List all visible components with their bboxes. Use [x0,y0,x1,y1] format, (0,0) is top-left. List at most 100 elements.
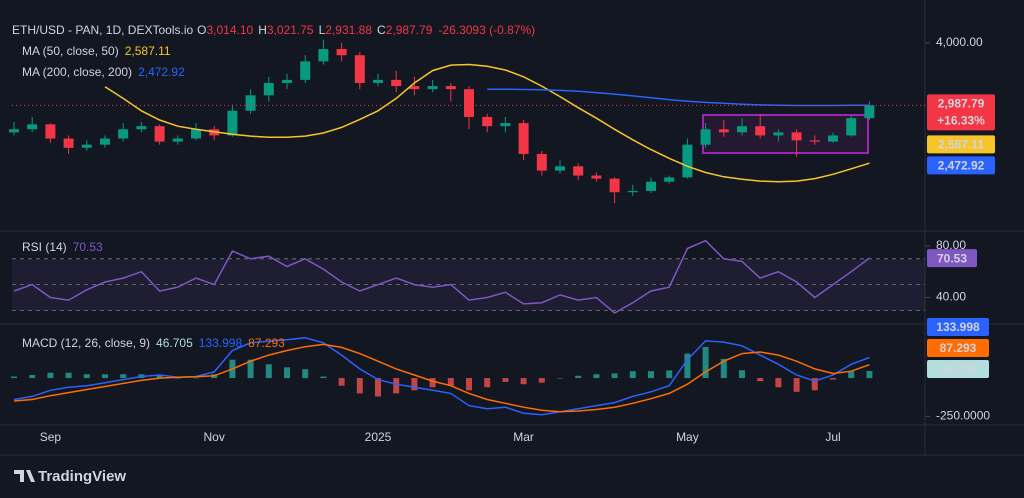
x-tick-label: May [676,430,699,444]
change-label: +16.33% [937,114,985,128]
candle-body [809,140,820,142]
legend-name: MACD (12, 26, close, 9) [22,336,150,350]
histogram-bar [247,359,254,379]
histogram-bar [447,378,454,386]
histogram-bar [629,371,636,379]
histogram-bar [484,378,491,388]
series-line [13,343,870,413]
legend-value: 2,472.92 [138,65,185,79]
macd-value-label-box [927,339,989,357]
candle-body [518,123,529,154]
y-tick-label: 80.00 [936,238,966,252]
ohlc-key: L [319,23,326,37]
histogram-bar [65,372,72,379]
histogram-bar [320,376,327,379]
ohlc-key: C [377,23,386,37]
price-label-box [927,94,995,131]
candle-body [154,126,165,142]
y-tick-label: -250.0000 [936,409,990,423]
ma-price-label-box [927,135,995,154]
rsi-legend: RSI (14) 70.53 [22,240,103,254]
ohlc-value: 3,014.10 [207,23,254,37]
change: -26.3093 (-0.87%) [438,23,535,37]
candle-body [591,175,602,179]
x-tick-label: Jul [825,430,840,444]
histogram-bar [684,353,691,379]
legend-value: 133.998 [199,336,243,350]
candle-body [864,105,875,119]
candle-body [300,61,311,80]
candle-body [118,129,129,139]
macd-value-label: 133.998 [936,320,980,334]
histogram-bar [557,378,563,379]
plot-layer: Sep Nov 2025 Mar May Jul 4,000.00 2,987.79 +16.3… [9,35,995,444]
candle-body [682,144,693,178]
ohlc-value: 2,931.88 [325,23,372,37]
histogram-bar [611,373,618,379]
candle-body [755,126,766,136]
candle-body [646,181,656,191]
series-line [13,337,870,416]
histogram-bar [848,371,855,379]
candle-body [227,110,238,136]
candle-body [773,132,784,136]
brand: TradingView [38,468,126,485]
candle-body [354,55,365,83]
histogram-bar [502,378,509,382]
candle-body [100,138,110,145]
legend-name: RSI (14) [22,240,67,254]
candle-body [191,129,201,139]
histogram-bar [757,378,764,382]
macd-value-label: 87.293 [940,341,977,355]
series-line [104,63,870,183]
candle-body [172,138,183,142]
histogram-bar [648,371,654,379]
series-line [13,239,870,314]
footer-logo: TradingView [14,468,126,485]
ohlc-value: 3,021.75 [267,23,314,37]
x-tick-label: 2025 [365,430,392,444]
ma-legend: MA (50, close, 50) 2,587.11 [22,44,171,58]
histogram-bar [47,372,54,379]
candle-body [9,129,19,133]
candle-body [464,89,474,117]
candle-body [245,95,256,111]
histogram-bar [866,370,873,379]
y-tick-label: 4,000.00 [936,35,983,49]
symbol-title: ETH/USD - PAN, 1D, DEXTools.io [12,23,193,37]
histogram-bar [284,367,290,379]
macd-value-label: 46.705 [940,362,977,376]
y-tick-label: 40.00 [936,290,966,304]
candle-body [555,166,565,171]
ohlc-key: O [197,23,206,37]
histogram-bar [575,375,582,379]
histogram-bar [302,369,309,379]
histogram-bar [356,378,363,394]
histogram-bar [720,358,727,379]
ma-price-label: 2,472.92 [938,159,985,173]
histogram-bar [174,378,181,379]
header: ETH/USD - PAN, 1D, DEXTools.io O3,014.10 H… [12,23,535,37]
ma-legend: MA (200, close, 200) 2,472.92 [22,65,185,79]
histogram-bar [265,364,272,379]
candle-body [536,153,547,171]
histogram-bar [156,375,163,379]
histogram-bar [429,378,436,388]
candle-body [664,177,675,182]
histogram-bar [702,346,709,379]
legend-value: 46.705 [156,336,193,350]
histogram-bar [739,370,745,379]
candle-body [81,144,92,148]
candle-body [27,124,38,130]
candle-body [427,86,438,90]
histogram-bar [775,378,782,388]
macd-value-label-box [927,318,989,336]
candle-body [609,178,620,193]
range-box [702,114,869,154]
candle-body [700,129,711,145]
candle-body [63,138,74,148]
histogram-bar [29,375,36,379]
candle-body [409,86,420,90]
